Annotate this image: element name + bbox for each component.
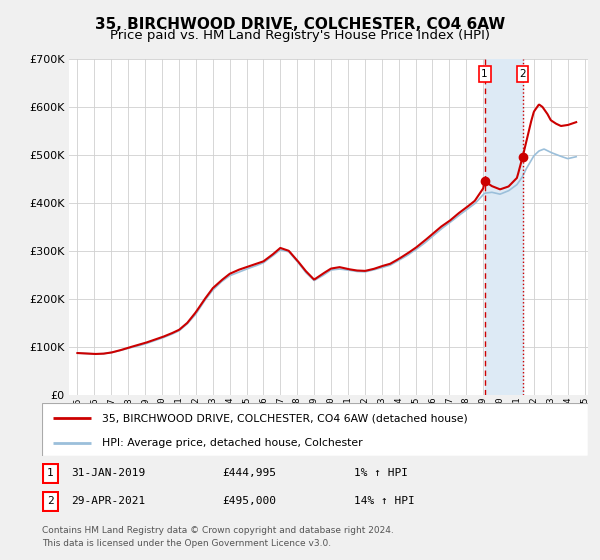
Text: 1% ↑ HPI: 1% ↑ HPI xyxy=(354,468,408,478)
Text: HPI: Average price, detached house, Colchester: HPI: Average price, detached house, Colc… xyxy=(102,437,362,447)
FancyBboxPatch shape xyxy=(42,403,588,456)
Text: 31-JAN-2019: 31-JAN-2019 xyxy=(71,468,145,478)
Text: 2: 2 xyxy=(519,69,526,79)
Bar xyxy=(485,59,523,395)
Text: 2: 2 xyxy=(47,496,54,506)
Text: 14% ↑ HPI: 14% ↑ HPI xyxy=(354,496,415,506)
Text: 29-APR-2021: 29-APR-2021 xyxy=(71,496,145,506)
Text: This data is licensed under the Open Government Licence v3.0.: This data is licensed under the Open Gov… xyxy=(42,539,331,548)
FancyBboxPatch shape xyxy=(43,464,58,483)
Text: £495,000: £495,000 xyxy=(222,496,276,506)
Text: £444,995: £444,995 xyxy=(222,468,276,478)
Text: 35, BIRCHWOOD DRIVE, COLCHESTER, CO4 6AW: 35, BIRCHWOOD DRIVE, COLCHESTER, CO4 6AW xyxy=(95,17,505,32)
Text: 1: 1 xyxy=(47,468,54,478)
Text: Price paid vs. HM Land Registry's House Price Index (HPI): Price paid vs. HM Land Registry's House … xyxy=(110,29,490,42)
Text: 1: 1 xyxy=(481,69,488,79)
FancyBboxPatch shape xyxy=(43,492,58,511)
Text: 35, BIRCHWOOD DRIVE, COLCHESTER, CO4 6AW (detached house): 35, BIRCHWOOD DRIVE, COLCHESTER, CO4 6AW… xyxy=(102,413,468,423)
Text: Contains HM Land Registry data © Crown copyright and database right 2024.: Contains HM Land Registry data © Crown c… xyxy=(42,526,394,535)
